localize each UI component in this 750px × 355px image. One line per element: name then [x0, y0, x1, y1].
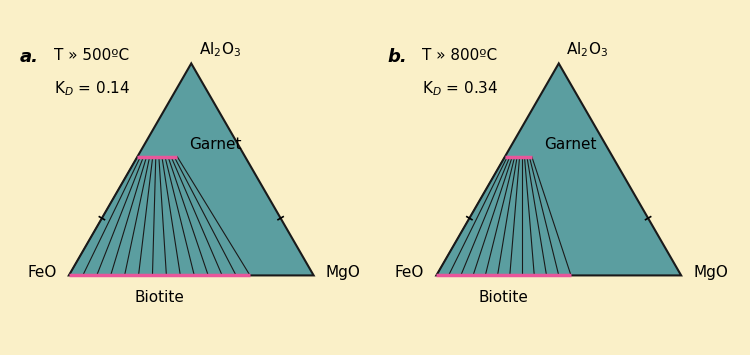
Text: T » 800ºC: T » 800ºC [422, 48, 497, 63]
Text: FeO: FeO [27, 266, 56, 280]
Text: Biotite: Biotite [134, 290, 184, 305]
Text: Al$_2$O$_3$: Al$_2$O$_3$ [566, 40, 608, 59]
Polygon shape [436, 64, 681, 275]
Text: a.: a. [20, 48, 39, 66]
Text: Garnet: Garnet [544, 137, 596, 152]
Text: K$_D$ = 0.34: K$_D$ = 0.34 [422, 80, 498, 98]
Text: MgO: MgO [326, 266, 361, 280]
Polygon shape [69, 64, 314, 275]
Text: MgO: MgO [694, 266, 728, 280]
Text: Al$_2$O$_3$: Al$_2$O$_3$ [199, 40, 241, 59]
Text: K$_D$ = 0.14: K$_D$ = 0.14 [54, 80, 130, 98]
Text: Biotite: Biotite [478, 290, 529, 305]
Text: b.: b. [388, 48, 407, 66]
Text: T » 500ºC: T » 500ºC [54, 48, 129, 63]
Text: Garnet: Garnet [190, 137, 242, 152]
Text: FeO: FeO [394, 266, 424, 280]
